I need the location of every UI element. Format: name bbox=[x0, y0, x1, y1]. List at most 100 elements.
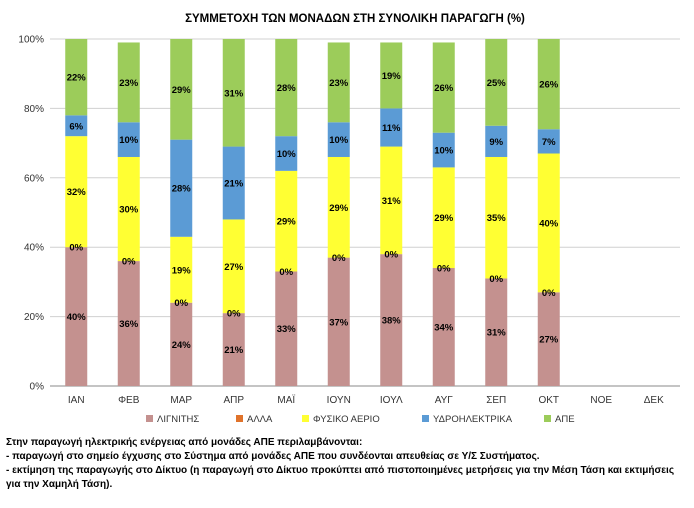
data-label: 26% bbox=[434, 83, 454, 94]
data-label: 40% bbox=[539, 218, 559, 229]
data-label: 27% bbox=[539, 335, 559, 346]
bar-segment bbox=[275, 136, 298, 171]
data-label: 11% bbox=[382, 123, 401, 134]
bar-segment bbox=[170, 302, 193, 386]
y-tick-label: 40% bbox=[24, 243, 44, 254]
bar-segment bbox=[327, 156, 350, 258]
data-label: 0% bbox=[489, 274, 503, 285]
legend-label: ΥΔΡΟΗΛΕΚΤΡΙΚΑ bbox=[433, 414, 513, 425]
legend-swatch bbox=[302, 415, 309, 422]
bar-segment bbox=[222, 219, 245, 314]
legend-swatch bbox=[236, 415, 243, 422]
data-label: 10% bbox=[434, 146, 454, 157]
x-tick-label: ΜΑΪ bbox=[277, 394, 295, 406]
data-label: 21% bbox=[224, 179, 244, 190]
data-label: 9% bbox=[489, 137, 503, 148]
bar-segment bbox=[537, 292, 560, 386]
data-label: 0% bbox=[69, 243, 83, 254]
bar-segment bbox=[170, 39, 193, 140]
bar-segment bbox=[327, 42, 350, 123]
x-tick-label: ΦΕΒ bbox=[118, 395, 140, 406]
data-label: 29% bbox=[172, 85, 192, 96]
x-tick-label: ΣΕΠ bbox=[486, 395, 506, 406]
data-label: 0% bbox=[279, 267, 293, 278]
y-tick-label: 0% bbox=[30, 382, 45, 393]
data-label: 0% bbox=[174, 298, 188, 309]
x-tick-label: ΝΟΕ bbox=[590, 395, 612, 406]
x-axis: ΙΑΝ ΦΕΒ ΜΑΡ ΑΠΡ ΜΑΪ ΙΟΥΝ ΙΟΥΛ ΑΥΓ ΣΕΠ ΟΚΤ ΝΟΕ ΔΕΚ bbox=[68, 394, 664, 406]
data-labels: 40% 0% 32% 6% 22% 36% 0% 30% 10% 23% 24% 0% 19% 28% 29… bbox=[67, 71, 559, 356]
bar-segment bbox=[275, 170, 298, 272]
data-label: 23% bbox=[329, 78, 349, 89]
bar-segment bbox=[485, 125, 508, 157]
data-label: 31% bbox=[487, 328, 507, 339]
footnotes: Στην παραγωγή ηλεκτρικής ενέργειας από μ… bbox=[6, 436, 690, 492]
data-label: 19% bbox=[382, 71, 402, 82]
y-tick-label: 60% bbox=[24, 173, 44, 184]
data-label: 0% bbox=[542, 288, 556, 299]
bar-segment bbox=[117, 42, 140, 123]
bar-segment bbox=[170, 139, 193, 237]
bar-segment bbox=[432, 167, 455, 269]
data-label: 29% bbox=[434, 213, 454, 224]
data-label: 19% bbox=[172, 265, 192, 276]
data-label: 38% bbox=[382, 316, 402, 327]
note-line-1: Στην παραγωγή ηλεκτρικής ενέργειας από μ… bbox=[6, 437, 363, 448]
chart-title: ΣΥΜΜΕΤΟΧΗ ΤΩΝ ΜΟΝΑΔΩΝ ΣΤΗ ΣΥΝΟΛΙΚΗ ΠΑΡΑΓ… bbox=[185, 13, 525, 25]
bar-segment bbox=[537, 129, 560, 154]
bar-segment bbox=[485, 156, 508, 279]
legend-label: ΑΛΛΑ bbox=[247, 414, 273, 425]
bar-segment bbox=[117, 261, 140, 386]
legend-label: ΑΠΕ bbox=[555, 414, 575, 425]
data-label: 24% bbox=[172, 340, 192, 351]
data-label: 0% bbox=[437, 264, 451, 275]
data-label: 0% bbox=[227, 309, 241, 320]
data-label: 27% bbox=[224, 262, 244, 273]
legend-swatch bbox=[422, 415, 429, 422]
data-label: 23% bbox=[119, 78, 139, 89]
data-label: 22% bbox=[67, 73, 87, 84]
bar-segment bbox=[380, 108, 403, 147]
data-label: 34% bbox=[434, 323, 454, 334]
bar-segment bbox=[222, 39, 245, 147]
data-label: 31% bbox=[382, 196, 402, 207]
data-label: 40% bbox=[67, 312, 87, 323]
data-label: 25% bbox=[487, 78, 507, 89]
data-label: 35% bbox=[487, 213, 507, 224]
data-label: 37% bbox=[329, 317, 349, 328]
y-tick-label: 80% bbox=[24, 104, 44, 115]
bar-segment bbox=[327, 122, 350, 157]
y-axis: 0% 20% 40% 60% 80% 100% bbox=[18, 35, 44, 393]
bar-segment bbox=[65, 136, 88, 248]
bar-segment bbox=[117, 156, 140, 262]
y-tick-label: 100% bbox=[18, 35, 44, 46]
stacked-bar-chart: ΣΥΜΜΕΤΟΧΗ ΤΩΝ ΜΟΝΑΔΩΝ ΣΤΗ ΣΥΝΟΛΙΚΗ ΠΑΡΑΓ… bbox=[18, 13, 680, 425]
bar-segment bbox=[537, 39, 560, 130]
data-label: 6% bbox=[69, 121, 83, 132]
data-label: 28% bbox=[277, 83, 297, 94]
x-tick-label: ΑΥΓ bbox=[435, 395, 454, 406]
bar-segment bbox=[275, 271, 298, 386]
note-line-3: - εκτίμηση της παραγωγής στο Δίκτυο (η π… bbox=[6, 465, 675, 490]
bar-segment bbox=[537, 153, 560, 293]
bar-segment bbox=[170, 236, 193, 303]
bar-segment bbox=[275, 39, 298, 137]
x-tick-label: ΙΟΥΝ bbox=[327, 395, 351, 406]
bar-segment bbox=[380, 254, 403, 386]
data-label: 36% bbox=[119, 319, 139, 330]
data-label: 0% bbox=[122, 257, 136, 268]
data-label: 29% bbox=[329, 203, 349, 214]
x-tick-label: ΟΚΤ bbox=[538, 395, 559, 406]
data-label: 31% bbox=[224, 88, 244, 99]
x-tick-label: ΑΠΡ bbox=[223, 395, 244, 406]
note-line-2: - παραγωγή στο σημείο έγχυσης στο Σύστημ… bbox=[6, 451, 540, 462]
bar-segment bbox=[485, 39, 508, 126]
legend-label: ΦΥΣΙΚΟ ΑΕΡΙΟ bbox=[313, 414, 380, 425]
legend-swatch bbox=[544, 415, 551, 422]
data-label: 21% bbox=[224, 345, 244, 356]
x-tick-label: ΙΑΝ bbox=[68, 395, 85, 406]
data-label: 10% bbox=[277, 149, 297, 160]
data-label: 10% bbox=[329, 135, 349, 146]
legend: ΛΙΓΝΙΤΗΣ ΑΛΛΑ ΦΥΣΙΚΟ ΑΕΡΙΟ ΥΔΡΟΗΛΕΚΤΡΙΚΑ ΑΠΕ bbox=[146, 414, 575, 425]
data-label: 30% bbox=[119, 205, 139, 216]
